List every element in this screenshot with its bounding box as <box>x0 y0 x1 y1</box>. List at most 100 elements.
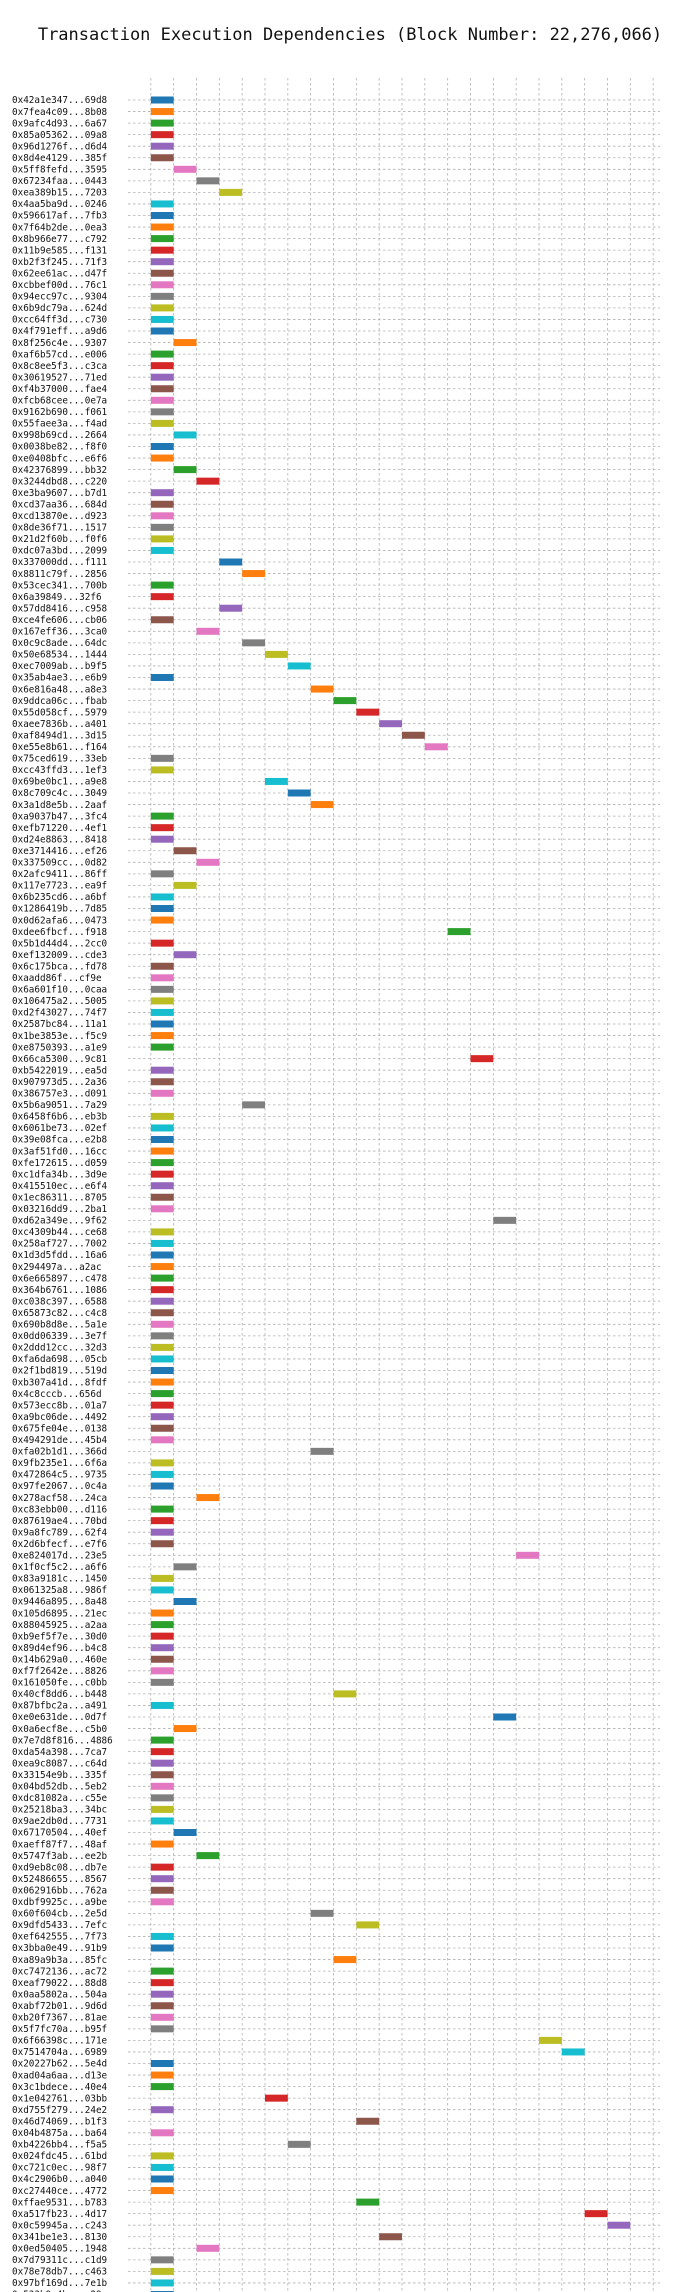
transaction-label: 0x364b6761...1086 <box>12 1285 107 1296</box>
transaction-bar <box>242 570 265 578</box>
transaction-label: 0x67170504...40ef <box>12 1828 107 1839</box>
transaction-bar <box>150 1875 174 1883</box>
transaction-bar <box>150 512 174 520</box>
transaction-label: 0x8c8ee5f3...c3ca <box>12 361 107 372</box>
transaction-label: 0xe55e8b61...f164 <box>12 742 108 753</box>
transaction-label: 0x25218ba3...34bc <box>12 1805 107 1816</box>
transaction-label: 0xec7009ab...b9f5 <box>12 661 107 672</box>
transaction-bar <box>150 870 174 878</box>
chart-title: Transaction Execution Dependencies (Bloc… <box>38 25 662 45</box>
transaction-bar <box>150 754 174 762</box>
transaction-label: 0xea9c8087...c64d <box>12 1758 107 1769</box>
transaction-bar <box>150 1159 174 1167</box>
transaction-bar <box>150 1748 174 1756</box>
transaction-bar <box>150 1990 174 1998</box>
transaction-bar <box>150 593 174 601</box>
transaction-label: 0x5b1d44d4...2cc0 <box>12 938 107 949</box>
transaction-bar <box>219 188 243 196</box>
transaction-label: 0xcbbef00d...76c1 <box>12 280 107 291</box>
transaction-label: 0x96d1276f...d6d4 <box>12 141 108 152</box>
transaction-bar <box>150 974 174 982</box>
transaction-label: 0x8811c79f...2856 <box>12 569 107 580</box>
transaction-bar <box>150 812 174 820</box>
transaction-bar <box>150 1840 174 1848</box>
transaction-bar <box>150 985 174 993</box>
transaction-label: 0xdee6fbcf...f918 <box>12 927 107 938</box>
transaction-label: 0x337509cc...0d82 <box>12 858 107 869</box>
transaction-bar <box>150 1147 174 1155</box>
transaction-bar <box>150 373 174 381</box>
transaction-label: 0x0dd06339...3e7f <box>12 1331 107 1342</box>
transaction-label: 0x6b235cd6...a6bf <box>12 892 107 903</box>
transaction-bar <box>150 1782 174 1790</box>
transaction-label: 0x9ae2db0d...7731 <box>12 1816 107 1827</box>
transaction-label: 0xaee7836b...a401 <box>12 719 107 730</box>
transaction-bar <box>150 2279 174 2287</box>
transaction-bar <box>150 1794 174 1802</box>
transaction-label: 0xefb71220...4ef1 <box>12 823 107 834</box>
transaction-bar <box>173 466 197 474</box>
transaction-bar <box>150 1355 174 1363</box>
transaction-label: 0x3bba0e49...91b9 <box>12 1943 107 1954</box>
transaction-bar <box>196 858 220 866</box>
transaction-bar <box>150 893 174 901</box>
transaction-bar <box>173 847 197 855</box>
transaction-bar <box>356 2117 380 2125</box>
transaction-bar <box>173 1563 197 1571</box>
transaction-label: 0xb5422019...ea5d <box>12 1065 107 1076</box>
transaction-bar <box>150 2060 174 2067</box>
transaction-bar <box>150 1263 174 1271</box>
transaction-label: 0x0ed50405...1948 <box>12 2244 107 2255</box>
transaction-bar <box>150 1805 174 1813</box>
transaction-bar <box>150 1170 174 1178</box>
transaction-bar <box>150 1251 174 1259</box>
transaction-bar <box>150 315 174 323</box>
transaction-label: 0x3a1d8e5b...2aaf <box>12 800 107 811</box>
transaction-label: 0x52486655...8567 <box>12 1874 107 1885</box>
transaction-bar <box>150 1297 174 1305</box>
transaction-bar <box>150 1863 174 1871</box>
transaction-label: 0xd2f43027...74f7 <box>12 1008 107 1019</box>
transaction-bar <box>150 1309 174 1317</box>
transaction-label: 0xb4226bb4...f5a5 <box>12 2140 107 2151</box>
transaction-bar <box>173 1829 197 1836</box>
transaction-label: 0xce4fe606...cb06 <box>12 615 107 626</box>
transaction-bar <box>379 2233 402 2241</box>
transaction-bar <box>150 939 174 947</box>
transaction-bar <box>150 1239 174 1247</box>
transaction-label: 0x89d4ef96...b4c8 <box>12 1643 107 1654</box>
transaction-label: 0xcd37aa36...684d <box>12 499 107 510</box>
transaction-label: 0x294497a...a2ac <box>12 1262 102 1273</box>
transaction-label: 0x0a6ecf8e...c5b0 <box>12 1724 107 1735</box>
transaction-bar <box>150 1621 174 1629</box>
transaction-label: 0x9446a895...8a48 <box>12 1597 107 1608</box>
transaction-label: 0x337000dd...f111 <box>12 557 107 568</box>
transaction-label: 0xda54a398...7ca7 <box>12 1747 107 1758</box>
transaction-label: 0x4c8cccb...656d <box>12 1389 102 1400</box>
transaction-label: 0x2d6bfecf...e7f6 <box>12 1539 107 1550</box>
transaction-label: 0x46d74069...b1f3 <box>12 2116 107 2127</box>
transaction-label: 0x117e7723...ea9f <box>12 881 107 892</box>
transaction-label: 0xb20f7367...81ae <box>12 2013 108 2024</box>
transaction-bar <box>356 1921 380 1929</box>
transaction-label: 0xef132009...cde3 <box>12 950 107 961</box>
transaction-bar <box>310 1447 334 1455</box>
transaction-bar <box>219 604 243 612</box>
transaction-label: 0x8b966e77...c792 <box>12 234 107 245</box>
transaction-bar <box>287 662 311 670</box>
transaction-label: 0x97bf169d...7e1b <box>12 2278 108 2289</box>
transaction-bar <box>150 1193 174 1201</box>
transaction-bar <box>264 650 288 658</box>
transaction-bar <box>264 777 288 785</box>
transaction-label: 0x03216dd9...2ba1 <box>12 1204 107 1215</box>
transaction-label: 0xa9bc06de...4492 <box>12 1412 107 1423</box>
transaction-bar <box>493 1713 517 1721</box>
transaction-label: 0x2f1bd819...519d <box>12 1366 107 1377</box>
transaction-bar <box>150 835 174 843</box>
transaction-bar <box>150 535 174 543</box>
transaction-label: 0x0c9c8ade...64dc <box>12 638 107 649</box>
transaction-bar <box>150 1979 174 1987</box>
transaction-bar <box>150 2256 174 2264</box>
transaction-bar <box>150 1736 174 1744</box>
